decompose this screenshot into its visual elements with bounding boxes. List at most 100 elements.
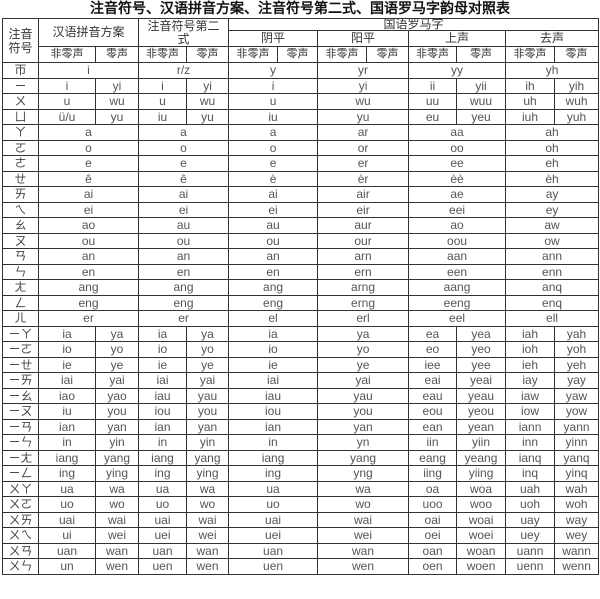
table-cell: ao <box>37 217 140 234</box>
table-cell: iing <box>408 465 458 482</box>
table-cell: an <box>138 248 230 265</box>
table-cell: yii <box>456 77 507 94</box>
table-cell: yaw <box>554 387 600 404</box>
table-cell: you <box>186 403 230 420</box>
table-cell: o <box>138 139 230 156</box>
table-cell: ê <box>37 170 140 187</box>
table-cell: wu <box>94 93 140 110</box>
table-cell: yu <box>186 108 230 125</box>
table-cell: r/z <box>138 62 230 79</box>
table-cell: eei <box>408 201 507 218</box>
table-cell: iao <box>38 387 96 404</box>
table-cell: yeou <box>456 403 507 420</box>
table-cell: yang <box>317 449 410 466</box>
table-cell: ua <box>228 480 319 497</box>
table-cell: e <box>228 155 319 172</box>
zhuyin-cell: ㄧㄞ <box>2 372 39 389</box>
table-cell: au <box>228 217 319 234</box>
table-cell: woei <box>456 527 507 544</box>
zhuyin-cell: ㄨㄟ <box>2 527 39 544</box>
table-cell: anq <box>505 279 600 296</box>
table-cell: ie <box>228 356 319 373</box>
table-row: ㄤ ang ang ang arng aang anq <box>2 279 600 296</box>
table-row: ㄦ er er el erl eel ell <box>2 310 600 327</box>
table-cell: uei <box>138 527 188 544</box>
table-cell: u <box>38 93 96 110</box>
table-cell: uu <box>408 93 458 110</box>
table-cell: yiin <box>456 434 507 451</box>
table-cell: iu <box>138 108 188 125</box>
table-cell: au <box>138 217 230 234</box>
zhuyin-cell: ㄞ <box>2 186 39 203</box>
zhuyin-cell: ㄧㄛ <box>2 341 39 358</box>
table-cell: iaw <box>505 387 556 404</box>
table-cell: ao <box>408 217 507 234</box>
table-cell: yeu <box>456 108 507 125</box>
table-cell: èr <box>317 170 410 187</box>
table-cell: yai <box>186 372 230 389</box>
table-row: ㄥ eng eng eng erng eeng enq <box>2 294 600 311</box>
table-cell: yo <box>317 341 410 358</box>
table-cell: yanq <box>554 449 600 466</box>
table-cell: ih <box>505 77 556 94</box>
table-cell: ioh <box>505 341 556 358</box>
table-cell: uai <box>38 511 96 528</box>
table-cell: enn <box>505 263 600 280</box>
table-cell: uo <box>228 496 319 513</box>
table-cell: wa <box>186 480 230 497</box>
table-cell: yu <box>94 108 140 125</box>
table-row: ㄜ e e e er ee eh <box>2 155 600 172</box>
table-cell: een <box>408 263 507 280</box>
header-tone-yangping: 阳平 <box>317 30 410 47</box>
table-cell: wo <box>317 496 410 513</box>
table-cell: yuh <box>554 108 600 125</box>
table-cell: eng <box>228 294 319 311</box>
table-cell: un <box>38 558 96 575</box>
table-cell: iai <box>228 372 319 389</box>
table-cell: ae <box>408 186 507 203</box>
table-cell: ia <box>228 325 319 342</box>
table-cell: in <box>38 434 96 451</box>
table-cell: uh <box>505 93 556 110</box>
table-cell: uay <box>505 511 556 528</box>
table-cell: ay <box>505 186 600 203</box>
table-cell: yai <box>317 372 410 389</box>
table-cell: ieh <box>505 356 556 373</box>
table-cell: ow <box>505 232 600 249</box>
table-cell: iau <box>228 387 319 404</box>
table-cell: wen <box>186 558 230 575</box>
table-cell: ie <box>138 356 188 373</box>
zhuyin-cell: ㄨㄣ <box>2 558 39 575</box>
table-cell: yeai <box>456 372 507 389</box>
table-cell: wu <box>186 93 230 110</box>
table-cell: an <box>228 248 319 265</box>
table-cell: io <box>138 341 188 358</box>
table-cell: ou <box>37 232 140 249</box>
table-cell: wenn <box>554 558 600 575</box>
table-cell: o <box>228 139 319 156</box>
table-row: ㄨㄣ un wen uen wen uen wen oen woen uenn wenn <box>2 558 600 575</box>
header-zero-initial: 零声 <box>366 46 410 63</box>
table-cell: ui <box>38 527 96 544</box>
table-cell: aa <box>408 124 507 141</box>
table-cell: yr <box>317 62 410 79</box>
table-cell: woan <box>456 542 507 559</box>
header-zhuyin: 注音符号 <box>2 18 39 63</box>
table-cell: yng <box>317 465 410 482</box>
table-row: ㄧㄞ iai yai iai yai iai yai eai yeai iay yay <box>2 372 600 389</box>
header-nonzero-initial: 非零声 <box>228 46 279 63</box>
zhuyin-cell: ㄦ <box>2 310 39 327</box>
table-cell: aur <box>317 217 410 234</box>
table-row: ㄚ a a a ar aa ah <box>2 124 600 141</box>
table-cell: eo <box>408 341 458 358</box>
table-cell: wey <box>554 527 600 544</box>
table-cell: wai <box>94 511 140 528</box>
table-cell: eh <box>505 155 600 172</box>
table-cell: eang <box>408 449 458 466</box>
zhuyin-cell: ㄧㄝ <box>2 356 39 373</box>
table-cell: y <box>228 62 319 79</box>
table-cell: u <box>228 93 319 110</box>
table-cell: yean <box>456 418 507 435</box>
table-cell: ia <box>38 325 96 342</box>
table-cell: woa <box>456 480 507 497</box>
